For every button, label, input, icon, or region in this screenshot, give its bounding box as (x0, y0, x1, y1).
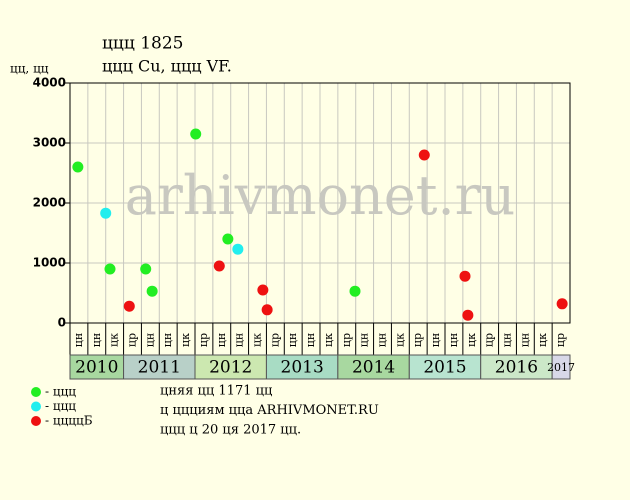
x-tick-label: цк (536, 333, 549, 347)
data-point (556, 298, 568, 310)
note: ц ццциям цца ARHIVMONET.RU (160, 403, 379, 418)
year-band (480, 354, 553, 380)
data-point (100, 207, 112, 219)
x-tick-label: цр (554, 333, 567, 347)
y-tick-label: 1000 (33, 256, 66, 270)
x-tick-label: цн (518, 333, 531, 347)
x-tick-label: цн (447, 333, 460, 347)
year-band (123, 354, 196, 380)
x-tick-label: цр (126, 333, 139, 347)
watermark: arhivmonet.ru (125, 164, 515, 227)
y-tick-label: 4000 (33, 76, 66, 90)
x-tick-label: цн (161, 333, 174, 347)
y-tick-label: 3000 (33, 136, 66, 150)
x-tick-label: цн (501, 333, 514, 347)
x-tick-label: цн (215, 333, 228, 347)
chart-title: ццц 1825 (102, 34, 183, 54)
year-label: 2013 (281, 358, 324, 378)
legend-marker (31, 401, 41, 412)
year-label: 2010 (75, 358, 118, 378)
year-band (408, 354, 482, 380)
plot-frame (69, 82, 571, 324)
x-tick-label: цн (358, 333, 371, 347)
data-point (257, 284, 269, 296)
legend-marker (31, 387, 41, 397)
x-tick-label: цк (465, 333, 478, 347)
data-point (72, 161, 84, 173)
x-tick-label: цн (376, 333, 389, 347)
x-tick-label: цн (429, 333, 442, 347)
x-tick-label: цк (179, 333, 192, 347)
year-label: 2017 (547, 361, 575, 374)
year-band (337, 354, 410, 380)
year-label: 2014 (352, 358, 395, 378)
data-point (418, 149, 430, 161)
data-point (261, 304, 273, 316)
data-point (140, 263, 152, 275)
data-point (104, 263, 116, 275)
data-point (232, 243, 244, 255)
data-point (222, 233, 234, 245)
year-band (551, 354, 571, 380)
legend-label: - ццц (45, 399, 76, 413)
x-tick-label: цк (108, 333, 121, 347)
x-tick-label: цр (483, 333, 496, 347)
legend-label: - ццццБ (45, 414, 93, 428)
x-tick-label: цн (304, 333, 317, 347)
x-tick-label: цр (268, 333, 281, 347)
y-tick-label: 2000 (33, 196, 66, 210)
chart-subtitle: ццц Cu, ццц VF. (102, 57, 232, 76)
year-label: 2015 (423, 358, 466, 378)
y-axis-label: цц, цц (10, 62, 49, 76)
y-tick-label: 0 (58, 316, 66, 330)
legend-label: - ццц (45, 385, 76, 399)
year-label: 2011 (138, 358, 181, 378)
x-tick-label: цр (340, 333, 353, 347)
note: ццц ц 20 ця 2017 цц. (160, 423, 301, 438)
year-label: 2012 (209, 358, 252, 378)
data-point (213, 260, 225, 272)
data-point (146, 285, 158, 297)
x-tick-label: цк (322, 333, 335, 347)
x-tick-label: цн (233, 333, 246, 347)
year-band (69, 354, 125, 380)
data-point (462, 309, 474, 321)
x-tick-label: цн (90, 333, 103, 347)
legend-marker (31, 416, 41, 426)
x-tick-label: цн (143, 333, 156, 347)
year-label: 2016 (495, 358, 538, 378)
data-point (459, 270, 471, 282)
x-tick-label: цн (286, 333, 299, 347)
year-band (265, 354, 339, 380)
data-point (349, 285, 361, 297)
x-tick-label: цр (197, 333, 210, 347)
x-tick-label: цн (72, 333, 85, 347)
data-point (190, 128, 202, 140)
note: цняя цц 1171 цц (160, 384, 272, 399)
x-tick-label: цр (411, 333, 424, 347)
data-point (123, 300, 135, 312)
x-tick-label: цк (251, 333, 264, 347)
x-tick-label: цк (393, 333, 406, 347)
